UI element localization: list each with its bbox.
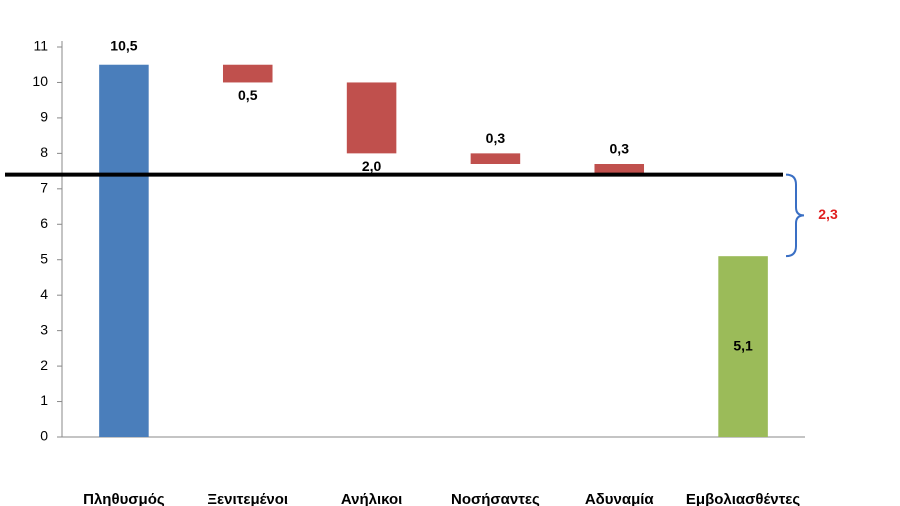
value-label: 5,1 [733,337,753,353]
bracket [785,173,805,258]
x-tick-label: Αδυναμία [585,491,655,506]
x-tick-label: Ξενιτεμένοι [207,491,288,506]
x-tick-label: Νοσήσαντες [451,491,540,506]
value-label: 2,0 [362,158,382,174]
y-tick-label: 2 [40,357,48,373]
value-label: 0,3 [486,130,506,146]
bar [222,64,273,83]
bar [346,82,397,154]
value-label: 10,5 [110,37,137,53]
x-tick-label: Ανήλικοι [341,491,403,506]
y-tick-label: 7 [40,180,48,196]
bar [99,64,149,438]
bar [718,256,768,437]
y-tick-label: 6 [40,215,48,231]
y-tick-label: 8 [40,144,48,160]
value-label: 0,3 [610,141,630,157]
y-tick-label: 10 [32,73,48,89]
y-tick-label: 0 [40,428,48,444]
annotation: 2,3 [818,206,838,222]
y-tick-label: 1 [40,392,48,408]
y-tick-label: 5 [40,250,48,266]
y-tick-label: 11 [33,38,48,54]
bar [594,164,645,175]
x-tick-label: Πληθυσμός [83,491,165,506]
y-tick-label: 9 [40,109,48,125]
y-tick-label: 3 [40,321,48,337]
value-label: 0,5 [238,87,258,103]
y-tick-label: 4 [40,286,48,302]
bar [470,153,521,164]
x-tick-label: Εμβολιασθέντες [686,491,801,506]
